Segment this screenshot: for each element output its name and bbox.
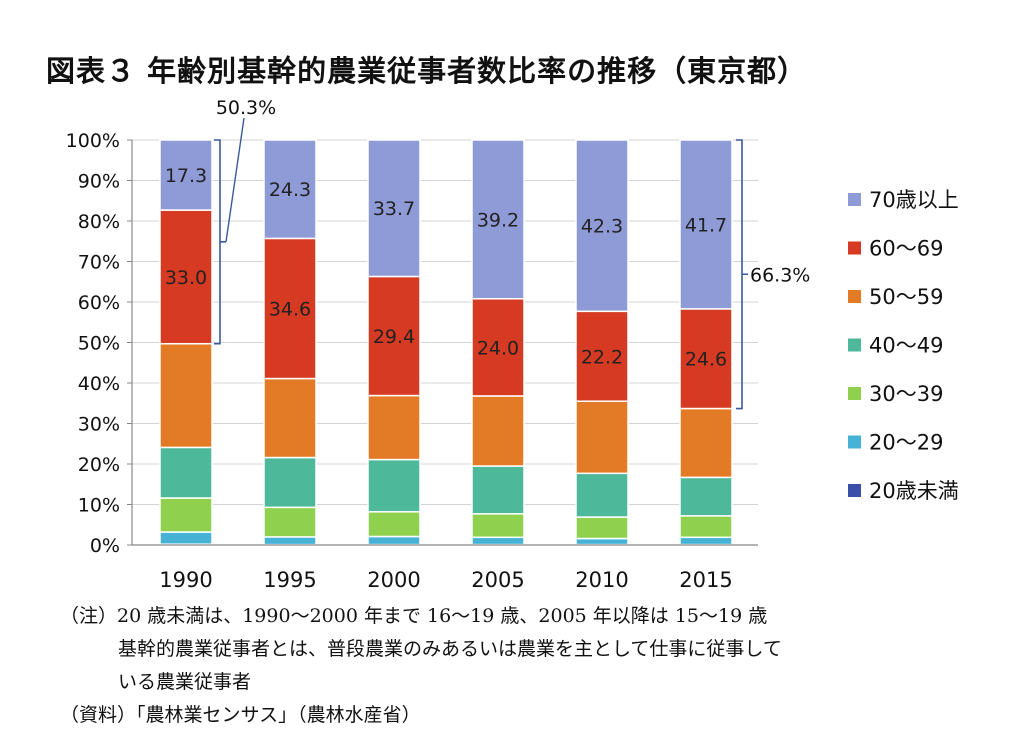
bar-segment: [263, 536, 317, 546]
data-label: 24.0: [477, 337, 519, 359]
legend-swatch: [848, 338, 861, 352]
bar-segment: [159, 497, 213, 533]
data-label: 41.7: [685, 214, 727, 236]
bar-segment: [471, 139, 525, 300]
y-tick-label: 90%: [78, 171, 120, 193]
y-tick-label: 100%: [66, 130, 120, 152]
bar-segment: [471, 513, 525, 539]
x-axis-tick-labels: 1990 1995 2000 2005 2010 2015: [159, 568, 732, 592]
bar-segment: [263, 139, 317, 240]
data-label: 24.3: [269, 179, 311, 201]
data-label: 33.7: [373, 198, 415, 220]
legend-label: 40〜49: [869, 334, 943, 358]
data-label: 24.6: [685, 349, 727, 371]
data-label: 34.6: [269, 298, 311, 320]
stacked-bar-chart: 0%10%20%30%40%50%60%70%80%90%100% 1990 19…: [66, 97, 959, 592]
bar-segment: [575, 139, 629, 313]
legend-swatch: [848, 387, 861, 400]
x-tick-label: 1995: [263, 568, 316, 592]
bar-segment: [159, 139, 213, 211]
bar-segment: [471, 536, 525, 546]
source-line: （資料）「農林業センサス」（農林水産省）: [60, 704, 421, 726]
bracket: [214, 139, 226, 345]
legend: 70歳以上 60〜69 50〜59 40〜49 30〜39 20〜29 20歳未満: [848, 188, 959, 503]
bar-segment: [471, 465, 525, 515]
bar-segment: [367, 275, 421, 397]
legend-label: 20歳未満: [869, 479, 959, 503]
data-label: 33.0: [165, 267, 207, 289]
legend-swatch: [848, 484, 861, 497]
legend-swatch: [848, 435, 861, 449]
y-axis-tick-labels: 0% 10% 20% 30% 40% 50% 60% 70% 80% 90% 100%: [66, 130, 120, 557]
y-tick-label: 40%: [78, 373, 120, 395]
bar-segment: [679, 536, 733, 546]
data-label: 39.2: [477, 209, 519, 231]
bar-segment: [263, 506, 317, 538]
legend-label: 70歳以上: [869, 188, 959, 212]
data-label: 42.3: [581, 216, 623, 238]
legend-swatch: [848, 193, 861, 206]
x-tick-label: 2000: [367, 568, 420, 592]
bar-segment: [159, 342, 213, 449]
note-line-3: いる農業従事者: [118, 671, 252, 693]
bar-segment: [159, 446, 213, 499]
y-tick-label: 30%: [78, 414, 120, 436]
bar-segment: [575, 472, 629, 518]
bar-segment: [679, 308, 733, 410]
bar-segment: [367, 139, 421, 278]
bars: [159, 139, 733, 546]
bar-segment: [159, 531, 213, 545]
gridlines: [127, 139, 758, 546]
bar-segment: [263, 377, 317, 459]
data-label: 17.3: [165, 165, 207, 187]
data-labels: 33.0 17.3 34.6 24.3 29.4 33.7 24.0 39.2 22.2 42.3…: [165, 165, 727, 371]
legend-label: 60〜69: [869, 237, 943, 261]
bar-segment: [159, 209, 213, 345]
bar-segment: [263, 456, 317, 509]
y-tick-label: 80%: [78, 211, 120, 233]
bar-segment: [679, 476, 733, 517]
data-label: 29.4: [373, 326, 415, 348]
y-tick-label: 70%: [78, 252, 120, 274]
bar-segment: [367, 535, 421, 546]
data-label: 22.2: [581, 346, 623, 368]
note-line-2: 基幹的農業従事者とは、普段農業のみあるいは農業を主として仕事に従事して: [118, 638, 782, 660]
bar-segment: [679, 139, 733, 310]
chart-title: 図表３ 年齢別基幹的農業従事者数比率の推移（東京都）: [46, 54, 808, 88]
x-tick-label: 2015: [679, 568, 732, 592]
bar-segment: [263, 237, 317, 380]
bar-segment: [575, 400, 629, 475]
x-tick-label: 1990: [159, 568, 212, 592]
legend-label: 20〜29: [869, 431, 943, 455]
bar-segment: [471, 395, 525, 467]
legend-label: 30〜39: [869, 382, 943, 406]
bracket: [736, 139, 748, 410]
y-tick-label: 50%: [78, 333, 120, 355]
legend-swatch: [848, 241, 861, 255]
bracket-annotations: 50.3% 66.3%: [214, 97, 810, 410]
y-tick-label: 20%: [78, 454, 120, 476]
notes: （注）20 歳未満は、1990〜2000 年まで 16〜19 歳、2005 年以…: [60, 600, 782, 732]
bar-segment: [575, 310, 629, 402]
x-tick-label: 2005: [471, 568, 524, 592]
y-tick-label: 0%: [90, 535, 120, 557]
bar-segment: [367, 511, 421, 538]
bar-segment: [367, 394, 421, 461]
bar-segment: [575, 516, 629, 540]
bar-segment: [367, 458, 421, 513]
leader-line: [225, 117, 245, 242]
x-tick-label: 2010: [575, 568, 628, 592]
annotation-label: 50.3%: [216, 97, 276, 119]
note-line-1: （注）20 歳未満は、1990〜2000 年まで 16〜19 歳、2005 年以…: [60, 605, 768, 627]
annotation-label: 66.3%: [750, 264, 810, 286]
bar-segment: [679, 515, 733, 539]
bar-segment: [679, 407, 733, 479]
y-tick-label: 60%: [78, 292, 120, 314]
bar-segment: [575, 537, 629, 546]
legend-label: 50〜59: [869, 285, 943, 309]
axes: [131, 140, 758, 546]
y-tick-label: 10%: [78, 495, 120, 517]
legend-swatch: [848, 290, 861, 303]
